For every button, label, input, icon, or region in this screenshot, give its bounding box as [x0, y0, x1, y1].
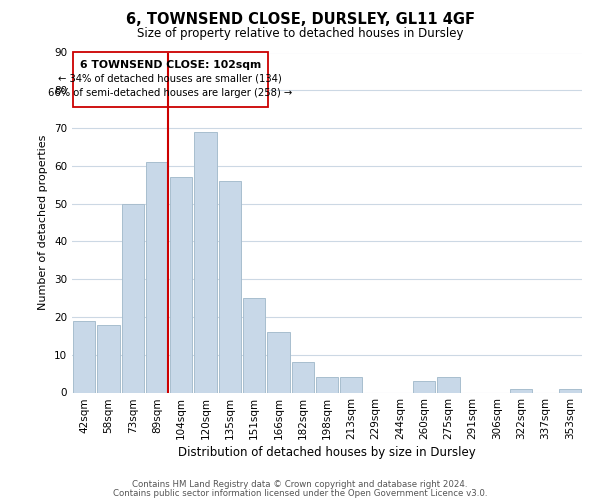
Bar: [413, 381, 436, 392]
Bar: [316, 378, 338, 392]
Bar: [194, 132, 217, 392]
Bar: [170, 177, 193, 392]
Bar: [437, 378, 460, 392]
Bar: [559, 388, 581, 392]
Bar: [292, 362, 314, 392]
Text: Size of property relative to detached houses in Dursley: Size of property relative to detached ho…: [137, 28, 463, 40]
Bar: [146, 162, 168, 392]
Bar: [243, 298, 265, 392]
X-axis label: Distribution of detached houses by size in Dursley: Distribution of detached houses by size …: [178, 446, 476, 460]
Bar: [267, 332, 290, 392]
Bar: [73, 320, 95, 392]
Text: Contains public sector information licensed under the Open Government Licence v3: Contains public sector information licen…: [113, 488, 487, 498]
Bar: [340, 378, 362, 392]
Bar: [97, 324, 119, 392]
Bar: [122, 204, 144, 392]
Y-axis label: Number of detached properties: Number of detached properties: [38, 135, 49, 310]
Text: 6 TOWNSEND CLOSE: 102sqm: 6 TOWNSEND CLOSE: 102sqm: [80, 60, 261, 70]
Text: Contains HM Land Registry data © Crown copyright and database right 2024.: Contains HM Land Registry data © Crown c…: [132, 480, 468, 489]
Text: 6, TOWNSEND CLOSE, DURSLEY, GL11 4GF: 6, TOWNSEND CLOSE, DURSLEY, GL11 4GF: [125, 12, 475, 28]
Bar: [510, 388, 532, 392]
Text: ← 34% of detached houses are smaller (134): ← 34% of detached houses are smaller (13…: [58, 74, 282, 84]
Text: 66% of semi-detached houses are larger (258) →: 66% of semi-detached houses are larger (…: [48, 88, 292, 99]
Bar: [218, 181, 241, 392]
FancyBboxPatch shape: [73, 52, 268, 108]
